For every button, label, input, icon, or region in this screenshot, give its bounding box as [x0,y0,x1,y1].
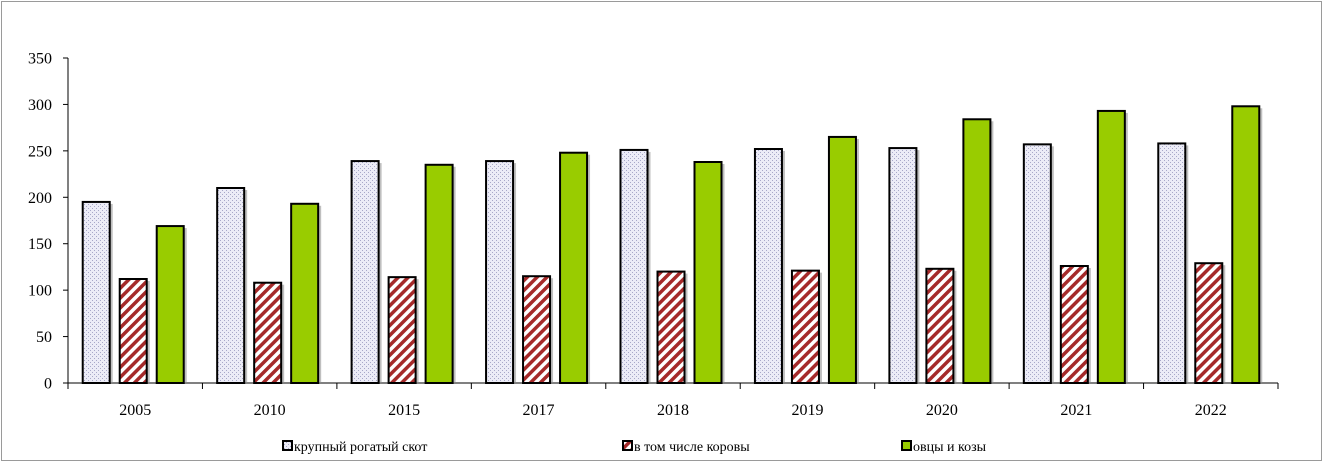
y-tick-label: 300 [28,97,52,114]
x-tick-label: 2021 [1060,402,1092,419]
bar-крупный-рогатый-скот-2005 [81,200,111,384]
bar-овцы-и-козы-2022 [1231,105,1261,385]
bar-овцы-и-козы-2019 [827,135,857,384]
bar-в-том-числе-коровы-2005 [118,278,148,384]
y-tick-label: 0 [44,376,52,393]
bar-крупный-рогатый-скот-2015 [350,160,380,384]
x-tick-label: 2015 [388,402,420,419]
bar-крупный-рогатый-скот-2018 [619,148,649,384]
bar-в-том-числе-коровы-2017 [522,275,552,385]
bar-в-том-числе-коровы-2020 [925,267,955,384]
bar-крупный-рогатый-скот-2017 [485,160,515,384]
y-tick-label: 50 [36,329,52,346]
bar-овцы-и-козы-2021 [1096,109,1126,385]
bar-крупный-рогатый-скот-2010 [216,187,246,384]
bar-в-том-числе-коровы-2018 [656,270,686,385]
legend-swatch [622,440,633,451]
bar-в-том-числе-коровы-2015 [387,276,417,384]
bar-овцы-и-козы-2015 [424,163,454,384]
x-tick-label: 2010 [254,402,286,419]
y-tick-label: 350 [28,51,52,68]
x-tick-label: 2020 [926,402,958,419]
x-tick-label: 2019 [791,402,823,419]
bar-в-том-числе-коровы-2021 [1059,265,1089,384]
bar-в-том-числе-коровы-2019 [790,269,820,384]
bar-крупный-рогатый-скот-2022 [1157,142,1187,384]
y-tick-label: 100 [28,283,52,300]
bar-в-том-числе-коровы-2010 [253,281,283,385]
bar-овцы-и-козы-2018 [693,161,723,384]
legend-swatch [901,440,912,451]
y-tick-label: 250 [28,143,52,160]
legend-label: овцы и козы [913,440,987,455]
legend-label: в том числе коровы [634,440,750,455]
bar-овцы-и-козы-2010 [290,202,320,384]
bar-крупный-рогатый-скот-2021 [1022,143,1052,384]
bar-крупный-рогатый-скот-2020 [888,147,918,384]
bar-овцы-и-козы-2005 [155,225,185,384]
x-tick-label: 2005 [119,402,151,419]
legend-label: крупный рогатый скот [294,440,427,455]
bar-овцы-и-козы-2017 [559,151,589,384]
x-tick-label: 2018 [657,402,689,419]
bar-в-том-числе-коровы-2022 [1194,262,1224,385]
bar-крупный-рогатый-скот-2019 [753,148,783,384]
y-tick-label: 150 [28,236,52,253]
bar-овцы-и-козы-2020 [962,118,992,385]
legend-swatch [282,440,293,451]
x-tick-label: 2022 [1195,402,1227,419]
y-tick-label: 200 [28,190,52,207]
x-tick-label: 2017 [523,402,555,419]
